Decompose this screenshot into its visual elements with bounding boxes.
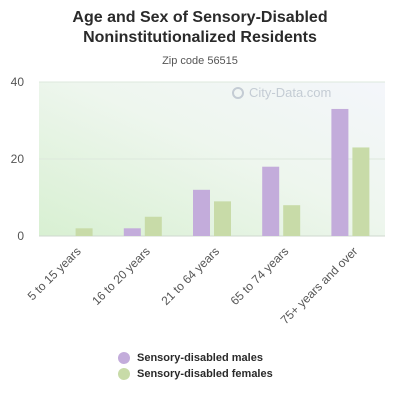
- x-tick-label: 21 to 64 years: [158, 244, 222, 308]
- bar-female-1: [144, 216, 162, 236]
- legend-label-females: Sensory-disabled females: [137, 368, 273, 380]
- x-tick-label: 65 to 74 years: [228, 244, 292, 308]
- legend-item-females: Sensory-disabled females: [118, 366, 273, 382]
- watermark: City-Data.com: [232, 85, 331, 100]
- bar-female-2: [214, 201, 231, 236]
- y-tick-label: 40: [11, 75, 25, 89]
- bar-male-3: [262, 166, 280, 236]
- legend-item-males: Sensory-disabled males: [118, 350, 273, 366]
- bar-female-3: [283, 205, 301, 236]
- watermark-search-icon: [232, 86, 244, 99]
- bar-male-4: [331, 108, 349, 236]
- y-tick-label: 20: [11, 152, 25, 166]
- legend-swatch-males: [118, 352, 130, 364]
- legend-label-males: Sensory-disabled males: [137, 352, 263, 364]
- chart-legend: Sensory-disabled males Sensory-disabled …: [118, 350, 273, 382]
- bar-male-1: [123, 228, 141, 236]
- bar-female-0: [75, 228, 93, 236]
- x-tick-label: 5 to 15 years: [25, 244, 84, 303]
- x-tick-label: 16 to 20 years: [89, 244, 153, 308]
- chart-subtitle: Zip code 56515: [162, 55, 238, 67]
- legend-swatch-females: [118, 368, 130, 380]
- chart-title: Age and Sex of Sensory-Disabled Noninsti…: [0, 8, 400, 48]
- bar-male-2: [193, 189, 210, 236]
- x-tick-label: 75+ years and over: [278, 244, 361, 327]
- bar-female-4: [352, 147, 370, 236]
- chart-title-line-1: Age and Sex of Sensory-Disabled: [72, 9, 328, 26]
- watermark-text: City-Data.com: [249, 85, 332, 100]
- y-tick-label: 0: [17, 229, 24, 243]
- chart-title-line-2: Noninstitutionalized Residents: [83, 29, 317, 46]
